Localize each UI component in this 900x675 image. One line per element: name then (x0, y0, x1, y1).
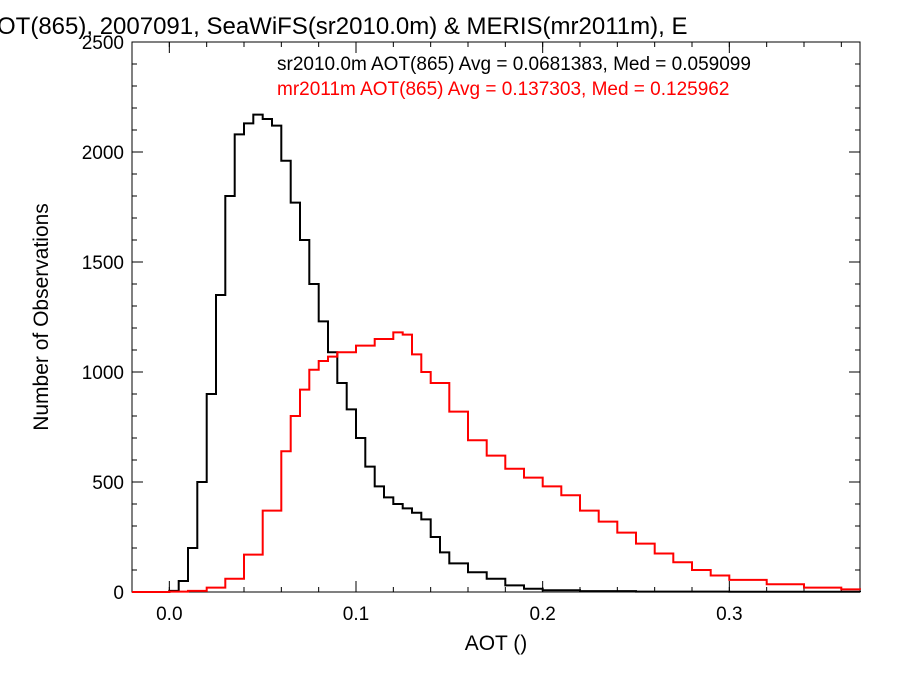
annotation-black: sr2010.0m AOT(865) Avg = 0.0681383, Med … (277, 54, 751, 75)
y-tick-label: 0 (113, 583, 124, 604)
annotation-red: mr2011m AOT(865) Avg = 0.137303, Med = 0… (277, 79, 729, 100)
x-tick-label: 0.3 (716, 604, 742, 625)
plot-frame (131, 41, 861, 593)
x-tick-label: 0.0 (156, 604, 182, 625)
series-red-line (132, 331, 861, 593)
y-tick-label: 2000 (82, 143, 124, 164)
x-axis-label: AOT () (465, 632, 528, 655)
y-tick-label: 1500 (82, 253, 124, 274)
y-tick-label: 1000 (82, 363, 124, 384)
axis-ticks: 0.0 0.1 0.2 0.3 0 500 1000 1500 2000 2500 (82, 33, 860, 625)
series-layer (132, 113, 861, 593)
chart-title: OT(865), 2007091, SeaWiFS(sr2010.0m) & M… (0, 13, 687, 40)
x-tick-label: 0.1 (343, 604, 369, 625)
y-axis-label: Number of Observations (30, 203, 53, 431)
y-tick-label: 2500 (82, 33, 124, 54)
y-tick-label: 500 (92, 473, 124, 494)
x-tick-label: 0.2 (529, 604, 555, 625)
series-black-line (132, 113, 861, 593)
